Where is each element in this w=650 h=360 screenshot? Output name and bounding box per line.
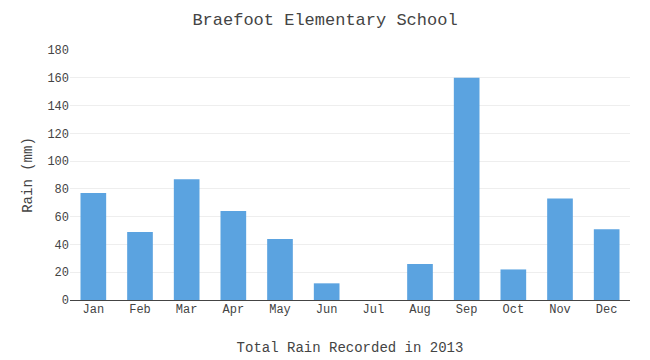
svg-text:Jan: Jan xyxy=(83,303,105,317)
svg-text:60: 60 xyxy=(55,211,69,225)
svg-text:Mar: Mar xyxy=(176,303,198,317)
svg-text:Oct: Oct xyxy=(503,303,525,317)
svg-text:140: 140 xyxy=(47,100,69,114)
svg-text:Feb: Feb xyxy=(129,303,151,317)
svg-text:120: 120 xyxy=(47,128,69,142)
svg-text:Jun: Jun xyxy=(316,303,338,317)
svg-text:May: May xyxy=(269,303,291,317)
svg-text:180: 180 xyxy=(47,44,69,58)
svg-text:Nov: Nov xyxy=(549,303,571,317)
svg-text:Sep: Sep xyxy=(456,303,478,317)
svg-text:80: 80 xyxy=(55,183,69,197)
svg-text:Dec: Dec xyxy=(596,303,618,317)
svg-text:Apr: Apr xyxy=(223,303,245,317)
svg-text:20: 20 xyxy=(55,266,69,280)
svg-text:0: 0 xyxy=(62,294,69,308)
svg-text:Braefoot Elementary School: Braefoot Elementary School xyxy=(192,11,457,30)
svg-text:Jul: Jul xyxy=(363,303,385,317)
svg-text:Aug: Aug xyxy=(409,303,431,317)
svg-text:160: 160 xyxy=(47,72,69,86)
svg-text:Total Rain Recorded in 2013: Total Rain Recorded in 2013 xyxy=(237,340,464,356)
svg-text:Rain (mm): Rain (mm) xyxy=(20,137,36,213)
svg-text:40: 40 xyxy=(55,239,69,253)
svg-text:100: 100 xyxy=(47,155,69,169)
